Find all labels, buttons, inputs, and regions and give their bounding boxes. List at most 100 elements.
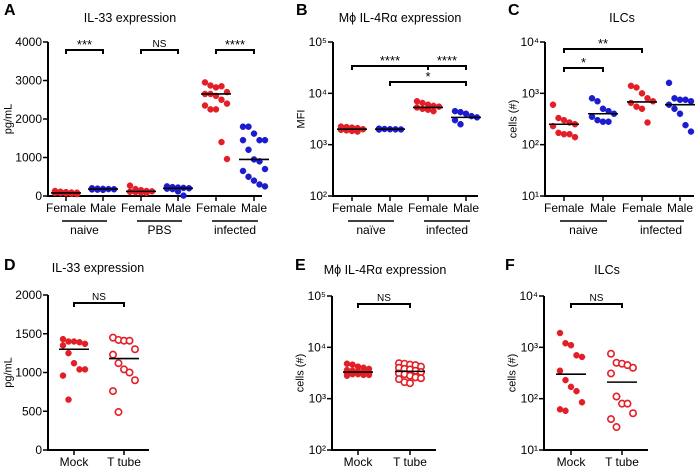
- series-mock: [556, 329, 586, 415]
- x-tick-label: T tube: [393, 455, 427, 468]
- x-tick-label: Female: [196, 201, 236, 215]
- data-point: [578, 399, 586, 406]
- data-point: [687, 98, 695, 105]
- data-point: [567, 383, 575, 391]
- x-tick-label: Male: [377, 201, 403, 215]
- series-female: [201, 79, 231, 163]
- series-male: [588, 95, 618, 125]
- y-tick-label: 10⁵: [308, 289, 326, 303]
- y-tick-label: 10⁴: [519, 289, 538, 303]
- data-point: [207, 82, 214, 89]
- x-tick-label: Female: [408, 201, 448, 215]
- series-male: [239, 123, 269, 190]
- panel-letter: C: [508, 2, 520, 19]
- chart-title: ILCs: [609, 11, 635, 25]
- series-t-tube: [109, 333, 140, 417]
- data-point: [174, 188, 182, 195]
- data-point: [556, 367, 564, 374]
- significance-label: NS: [590, 293, 604, 304]
- panel-b: B Mϕ IL-4Rα expression 10² 10³ 10⁴ 10⁵ MFI Fema…: [295, 2, 481, 237]
- data-point: [218, 138, 225, 146]
- x-tick-label: Female: [121, 201, 161, 215]
- data-point: [114, 359, 123, 368]
- y-tick-label: 10³: [521, 340, 538, 354]
- data-point: [201, 79, 209, 86]
- data-point: [245, 146, 252, 154]
- significance-bracket: [140, 49, 179, 54]
- y-tick-label: 1500: [15, 327, 42, 341]
- significance-bracket: [389, 81, 467, 86]
- significance-bracket: [570, 303, 623, 308]
- data-point: [212, 84, 220, 91]
- data-point: [573, 352, 580, 359]
- significance-bracket: [65, 49, 104, 54]
- x-tick-label: Female: [544, 201, 584, 215]
- data-point: [131, 345, 140, 354]
- significance-label: ****: [437, 53, 457, 68]
- series-mock: [59, 335, 89, 403]
- data-point: [571, 133, 579, 141]
- data-point: [457, 108, 464, 116]
- y-axis-label: cells (#): [294, 354, 306, 393]
- significance-bracket: [73, 302, 125, 307]
- data-point: [555, 129, 562, 137]
- chart-title: Mϕ IL-4Rα expression: [324, 263, 447, 277]
- data-point: [70, 338, 78, 345]
- data-point: [628, 409, 637, 418]
- y-tick-label: 0: [35, 189, 42, 203]
- chart-title: IL-33 expression: [52, 261, 144, 275]
- y-tick-label: 10⁴: [307, 340, 326, 354]
- x-tick-label: Mock: [344, 455, 374, 468]
- data-point: [430, 107, 437, 115]
- data-point: [212, 106, 220, 113]
- data-point: [109, 387, 118, 396]
- data-point: [261, 136, 269, 144]
- data-point: [682, 121, 689, 129]
- y-tick-label: 10⁴: [520, 35, 539, 49]
- group-label: PBS: [147, 223, 171, 237]
- data-point: [623, 399, 632, 408]
- x-tick-label: Male: [165, 201, 191, 215]
- data-point: [588, 113, 596, 120]
- significance-bracket: [563, 67, 604, 72]
- data-point: [573, 387, 580, 395]
- data-point: [562, 376, 569, 384]
- y-tick-label: 10¹: [522, 189, 539, 203]
- y-tick-label: 10²: [521, 392, 538, 406]
- data-point: [627, 99, 635, 107]
- significance-label: ***: [77, 37, 92, 52]
- data-point: [109, 350, 118, 359]
- y-tick-label: 10⁵: [309, 35, 327, 49]
- data-point: [567, 341, 575, 349]
- panel-d: D IL-33 expression 0 500 1000 1500 2000 pg/mL Mo…: [2, 257, 149, 468]
- series-male: [665, 79, 695, 135]
- significance-label: ****: [380, 53, 400, 68]
- y-tick-label: 10³: [310, 138, 327, 152]
- data-point: [594, 98, 601, 105]
- y-axis-label: cells (#): [506, 354, 518, 393]
- data-point: [261, 165, 269, 173]
- data-point: [682, 96, 689, 103]
- data-point: [65, 396, 72, 403]
- y-tick-label: 10³: [522, 86, 539, 100]
- series-male: [375, 125, 405, 133]
- chart-title: ILCs: [594, 263, 620, 277]
- data-point: [644, 95, 651, 102]
- data-point: [349, 361, 356, 368]
- data-point: [562, 340, 569, 347]
- series-male: [451, 107, 481, 128]
- significance-bracket: [427, 65, 467, 70]
- panel-letter: B: [296, 2, 308, 19]
- data-point: [671, 95, 678, 102]
- y-tick-label: 10¹: [521, 443, 538, 457]
- x-tick-label: Mock: [557, 455, 587, 468]
- data-point: [81, 366, 89, 373]
- data-point: [250, 130, 258, 137]
- data-point: [114, 408, 123, 417]
- data-point: [676, 96, 684, 103]
- data-point: [556, 329, 564, 337]
- x-tick-label: Female: [332, 201, 372, 215]
- data-point: [223, 100, 231, 107]
- data-point: [250, 177, 258, 184]
